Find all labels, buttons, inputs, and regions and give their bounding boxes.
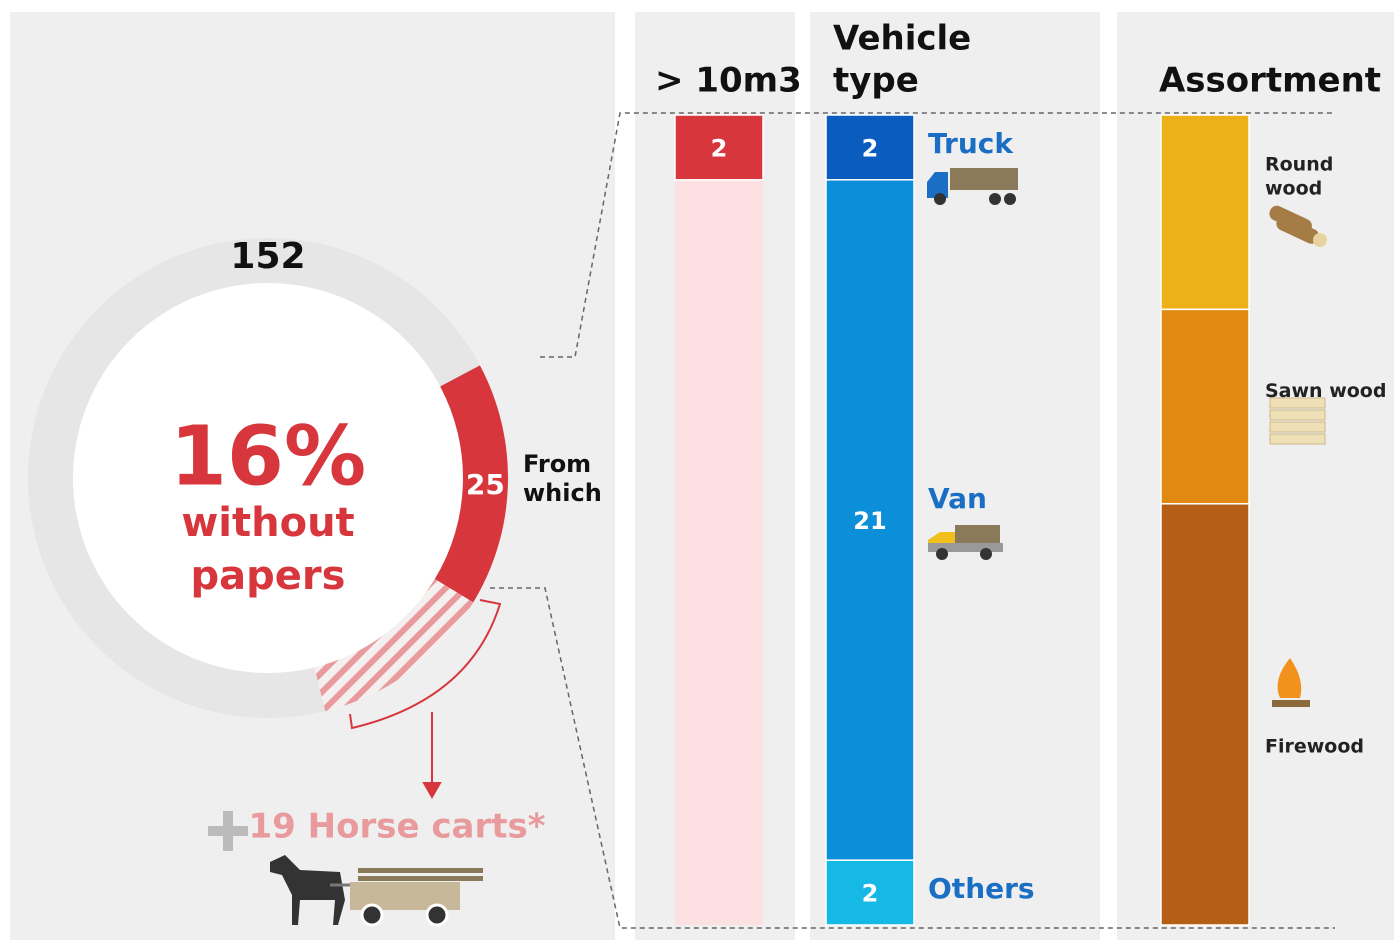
bar-value-label: 2 <box>862 134 879 162</box>
category-label: Van <box>928 482 987 515</box>
panel <box>1117 12 1394 940</box>
segment-label: 19 Horse carts* <box>248 807 545 847</box>
column-title: Assortment <box>1159 61 1381 101</box>
caption: without <box>181 500 354 546</box>
bar-value-label: 21 <box>853 507 886 535</box>
category-label: wood <box>1265 178 1322 200</box>
column-title: > 10m3 <box>655 61 802 101</box>
category-label: Firewood <box>1265 735 1364 757</box>
bar-value-label: 2 <box>862 880 879 908</box>
bar-value-label: 2 <box>711 134 728 162</box>
note: From <box>523 450 591 478</box>
category-label: Others <box>928 872 1035 905</box>
percent-label: 16% <box>170 409 366 504</box>
bar-segment <box>1161 504 1249 925</box>
caption: papers <box>191 553 346 599</box>
note: which <box>523 479 602 507</box>
category-label: Round <box>1265 154 1333 176</box>
total-label: 152 <box>230 236 305 277</box>
column-title: type <box>833 61 919 101</box>
bar-segment <box>1161 309 1249 503</box>
category-label: Truck <box>928 127 1014 160</box>
segment-label: 25 <box>466 468 505 501</box>
bar-background <box>675 115 763 925</box>
category-label: Sawn wood <box>1265 380 1386 402</box>
bar-segment <box>1161 115 1249 309</box>
infographic: 25 19 Horse carts* 152 16%without papers From… <box>0 0 1394 942</box>
column-title: Vehicle <box>833 19 971 59</box>
